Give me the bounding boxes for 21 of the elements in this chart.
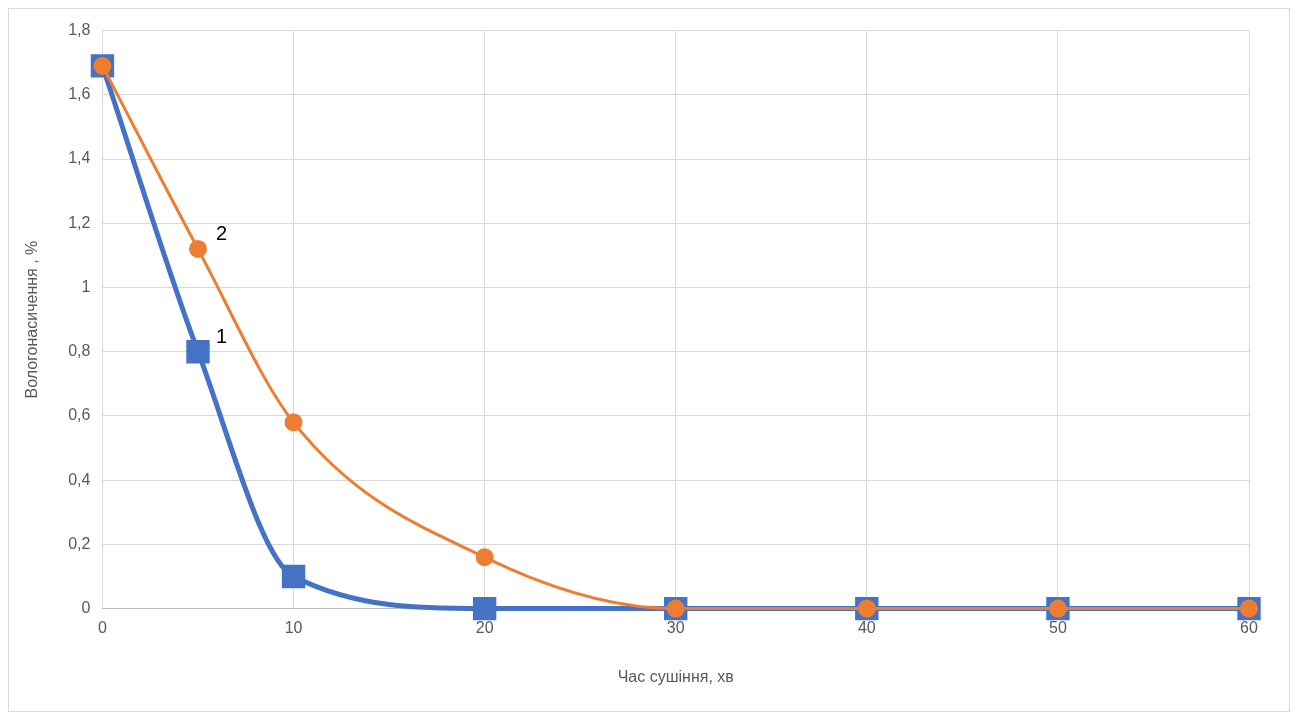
y-tick-label: 0,2 <box>68 534 91 552</box>
x-tick-label: 20 <box>475 618 494 636</box>
y-tick-label: 1,4 <box>68 149 91 167</box>
y-tick-label: 0,4 <box>68 470 91 488</box>
y-tick-label: 0 <box>81 599 91 617</box>
x-axis-title: Час сушіння, хв <box>617 667 734 685</box>
x-tick-label: 10 <box>284 618 303 636</box>
series-label: 1 <box>215 325 228 348</box>
x-tick-label: 60 <box>1240 618 1258 636</box>
series-label: 2 <box>215 222 228 245</box>
y-tick-label: 0,8 <box>68 342 91 360</box>
y-tick-label: 0,6 <box>68 406 91 424</box>
y-tick-label: 1,6 <box>68 85 91 103</box>
y-tick-label: 1 <box>81 277 91 295</box>
x-tick-label: 30 <box>666 618 685 636</box>
x-tick-label: 0 <box>97 618 107 636</box>
x-tick-label: 40 <box>857 618 876 636</box>
x-tick-label: 50 <box>1049 618 1067 636</box>
y-tick-label: 1,8 <box>68 21 91 39</box>
y-axis-title: Вологонасичення , % <box>23 240 41 399</box>
y-tick-label: 1,2 <box>68 213 91 231</box>
